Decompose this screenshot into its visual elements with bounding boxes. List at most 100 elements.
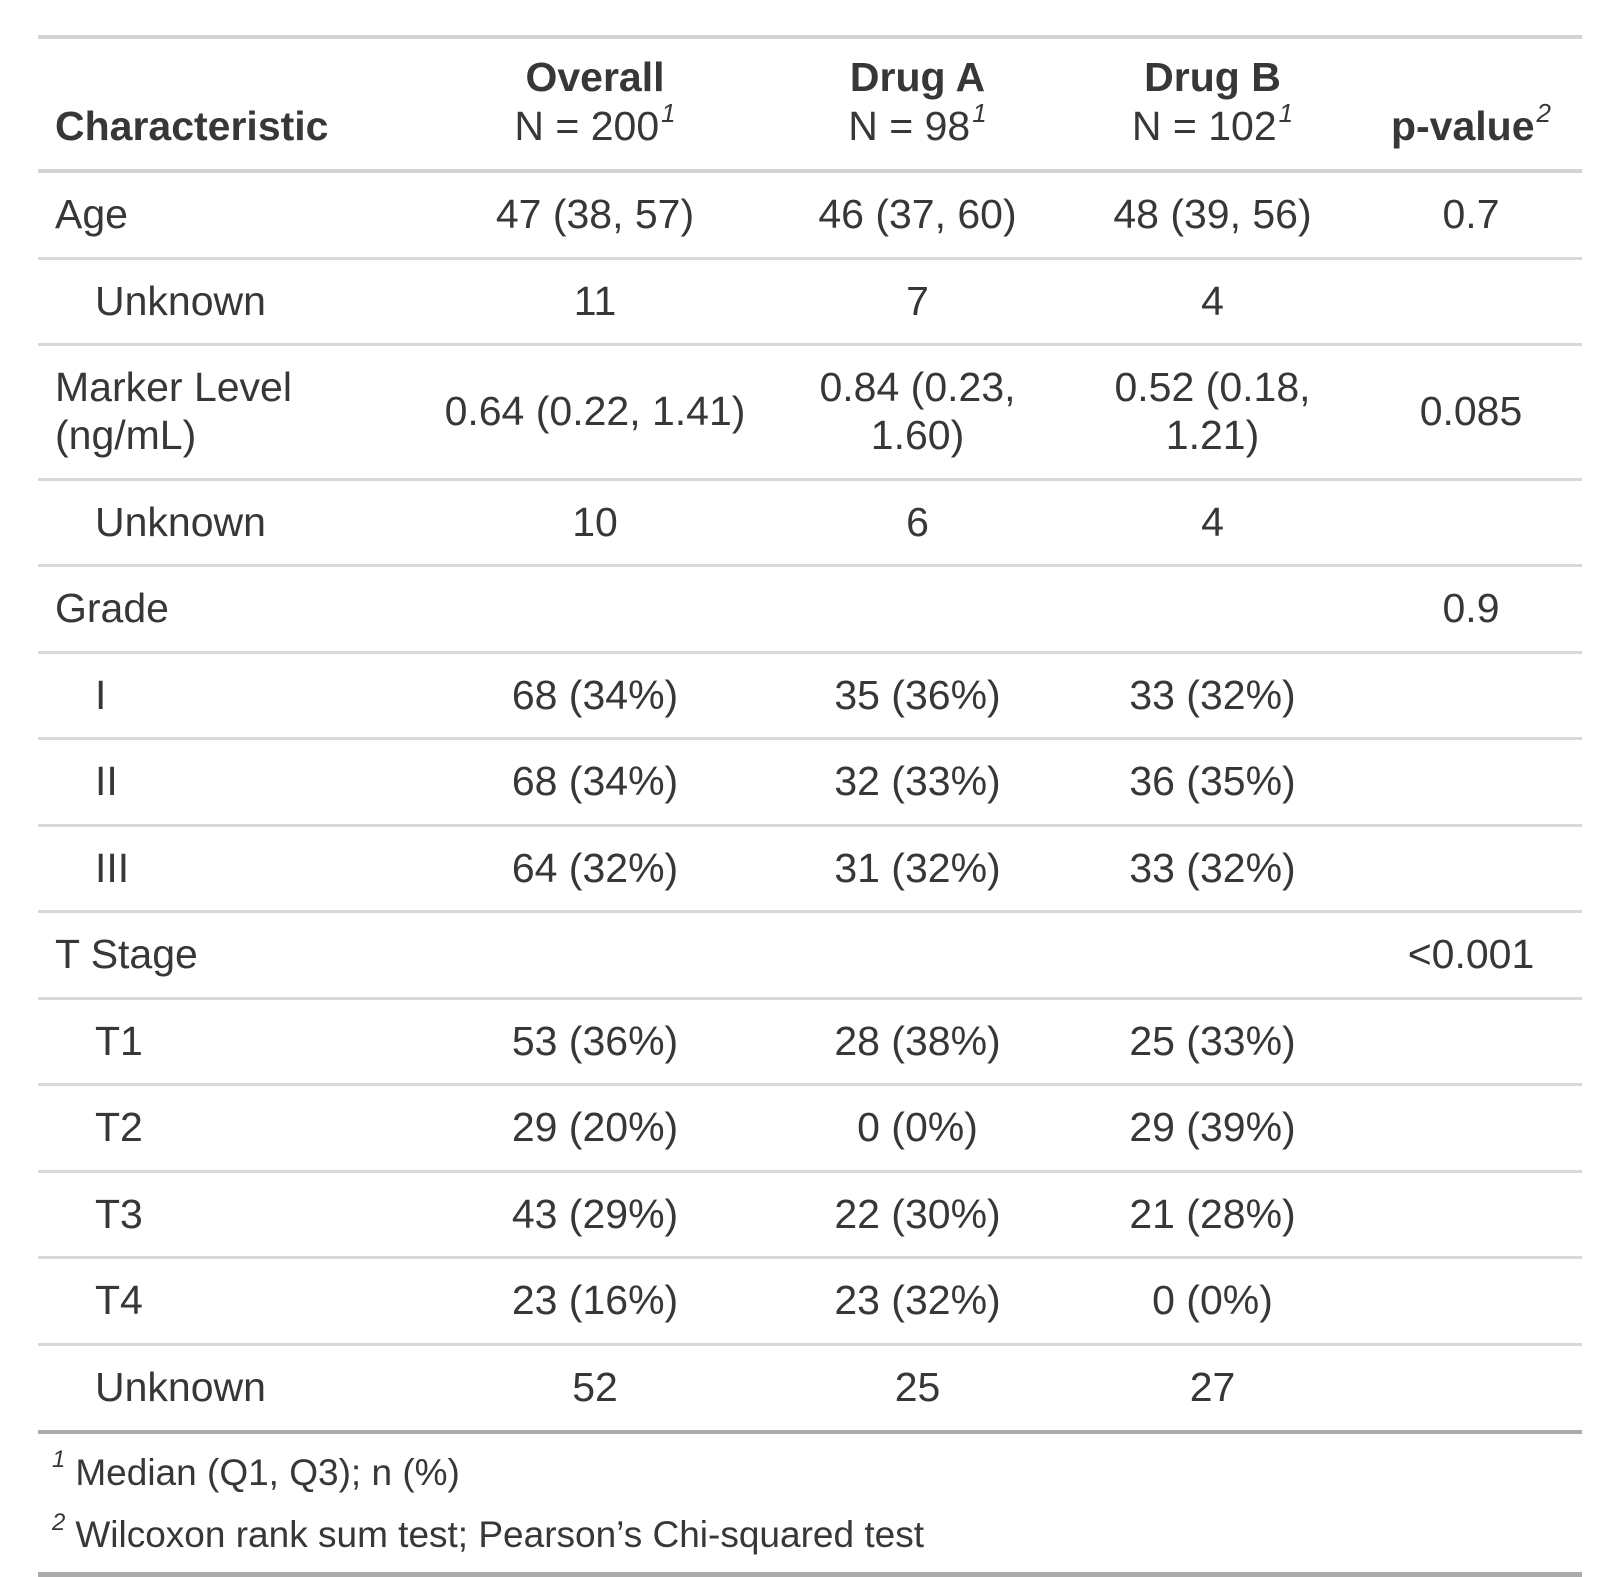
cell-drug-a: 6 (770, 477, 1065, 566)
cell-drug-b: 25 (33%) (1065, 996, 1360, 1085)
table-footnotes: 1 Median (Q1, Q3); n (%) 2 Wilcoxon rank s… (38, 1429, 1582, 1575)
footnote-mark: 1 (661, 97, 676, 128)
cell-drug-a: 25 (770, 1343, 1065, 1432)
cell-p-value (1360, 1343, 1582, 1432)
cell-overall: 29 (20%) (420, 1083, 770, 1172)
cell-p-value: 0.085 (1360, 343, 1582, 480)
cell-overall: 23 (16%) (420, 1256, 770, 1345)
row-label: Unknown (38, 256, 420, 345)
column-header-label: Drug A (849, 54, 986, 100)
footnote-mark: 1 (1278, 97, 1294, 128)
row-label: Marker Level (ng/mL) (38, 343, 420, 480)
summary-table: Characteristic Overall N = 2001 Drug A N… (38, 35, 1582, 1577)
footnote-mark: 1 (972, 97, 987, 128)
footnote-2: 2 Wilcoxon rank sum test; Pearson’s Chi-s… (38, 1504, 1582, 1575)
table-row-grade-1: I 68 (34%) 35 (36%) 33 (32%) (38, 650, 1582, 739)
footnote-text: Wilcoxon rank sum test; Pearson’s Chi-sq… (75, 1513, 924, 1555)
table-row-t3: T3 43 (29%) 22 (30%) 21 (28%) (38, 1169, 1582, 1258)
cell-overall: 64 (32%) (420, 823, 770, 912)
cell-overall (420, 910, 770, 999)
table-row-age-unknown: Unknown 11 7 4 (38, 256, 1582, 345)
cell-drug-a: 31 (32%) (770, 823, 1065, 912)
cell-drug-b: 33 (32%) (1065, 650, 1360, 739)
cell-p-value (1360, 1256, 1582, 1345)
cell-p-value (1360, 823, 1582, 912)
cell-drug-b: 4 (1065, 256, 1360, 345)
column-header-overall: Overall N = 2001 (420, 37, 770, 174)
cell-drug-a: 35 (36%) (770, 650, 1065, 739)
cell-drug-a: 0.84 (0.23, 1.60) (770, 343, 1065, 480)
cell-overall: 53 (36%) (420, 996, 770, 1085)
table-row-grade-2: II 68 (34%) 32 (33%) 36 (35%) (38, 737, 1582, 826)
cell-drug-a: 32 (33%) (770, 737, 1065, 826)
column-header-label: Drug B (1144, 54, 1281, 100)
row-label: Grade (38, 564, 420, 653)
column-header-drug-b: Drug B N = 1021 (1065, 37, 1360, 174)
table-body: Age 47 (38, 57) 46 (37, 60) 48 (39, 56) … (38, 171, 1582, 1432)
cell-p-value: <0.001 (1360, 910, 1582, 999)
cell-p-value (1360, 1083, 1582, 1172)
cell-drug-a: 0 (0%) (770, 1083, 1065, 1172)
table-row-grade: Grade 0.9 (38, 564, 1582, 653)
table-row-grade-3: III 64 (32%) 31 (32%) 33 (32%) (38, 823, 1582, 912)
row-label: III (38, 823, 420, 912)
footnote-row: 1 Median (Q1, Q3); n (%) (38, 1429, 1582, 1504)
cell-drug-b: 0 (0%) (1065, 1256, 1360, 1345)
footnote-mark: 2 (1536, 97, 1551, 128)
footnote-row: 2 Wilcoxon rank sum test; Pearson’s Chi-s… (38, 1504, 1582, 1575)
column-header-drug-a: Drug A N = 981 (770, 37, 1065, 174)
table-row-t-stage: T Stage <0.001 (38, 910, 1582, 999)
cell-drug-b: 33 (32%) (1065, 823, 1360, 912)
cell-drug-b: 21 (28%) (1065, 1169, 1360, 1258)
row-label: T4 (38, 1256, 420, 1345)
cell-overall: 0.64 (0.22, 1.41) (420, 343, 770, 480)
cell-p-value: 0.9 (1360, 564, 1582, 653)
row-label: II (38, 737, 420, 826)
cell-p-value (1360, 1169, 1582, 1258)
cell-p-value (1360, 650, 1582, 739)
cell-drug-a: 28 (38%) (770, 996, 1065, 1085)
footnote-1: 1 Median (Q1, Q3); n (%) (38, 1429, 1582, 1504)
row-label: Unknown (38, 1343, 420, 1432)
table-row-t2: T2 29 (20%) 0 (0%) 29 (39%) (38, 1083, 1582, 1172)
cell-drug-b: 48 (39, 56) (1113, 191, 1312, 238)
footnote-mark: 2 (52, 1508, 66, 1536)
cell-p-value: 0.7 (1442, 191, 1500, 238)
footnote-text: Median (Q1, Q3); n (%) (75, 1451, 460, 1493)
row-label: Age (55, 191, 128, 238)
column-header-label: p-value2 (1372, 100, 1570, 151)
summary-table-container: Characteristic Overall N = 2001 Drug A N… (38, 35, 1582, 1577)
table-row-marker-level: Marker Level (ng/mL) 0.64 (0.22, 1.41) 0… (38, 343, 1582, 480)
cell-drug-b: 27 (1065, 1343, 1360, 1432)
cell-drug-b (1065, 910, 1360, 999)
cell-drug-b: 29 (39%) (1065, 1083, 1360, 1172)
cell-drug-b: 4 (1065, 477, 1360, 566)
row-label: I (38, 650, 420, 739)
column-header-p-value: p-value2 (1360, 37, 1582, 174)
cell-overall: 68 (34%) (420, 737, 770, 826)
n-text: N = 200 (514, 103, 660, 150)
cell-drug-a: 46 (37, 60) (818, 191, 1017, 238)
column-header-n: N = 981 (782, 100, 1053, 151)
cell-overall: 68 (34%) (420, 650, 770, 739)
n-text: N = 102 (1131, 103, 1277, 150)
cell-overall: 47 (38, 57) (495, 191, 695, 238)
cell-p-value (1360, 737, 1582, 826)
table-row-t4: T4 23 (16%) 23 (32%) 0 (0%) (38, 1256, 1582, 1345)
row-label: T3 (38, 1169, 420, 1258)
column-header-label: Characteristic (55, 103, 329, 150)
column-header-characteristic: Characteristic (38, 37, 420, 174)
cell-drug-a: 23 (32%) (770, 1256, 1065, 1345)
cell-drug-a (770, 910, 1065, 999)
cell-overall (420, 564, 770, 653)
cell-drug-a: 7 (770, 256, 1065, 345)
row-label: T1 (38, 996, 420, 1085)
table-row-t1: T1 53 (36%) 28 (38%) 25 (33%) (38, 996, 1582, 1085)
header-row: Characteristic Overall N = 2001 Drug A N… (38, 37, 1582, 174)
footnote-mark: 1 (52, 1446, 66, 1474)
row-label: T Stage (38, 910, 420, 999)
cell-overall: 43 (29%) (420, 1169, 770, 1258)
cell-overall: 10 (420, 477, 770, 566)
cell-p-value (1360, 996, 1582, 1085)
p-value-text: p-value (1390, 103, 1535, 150)
